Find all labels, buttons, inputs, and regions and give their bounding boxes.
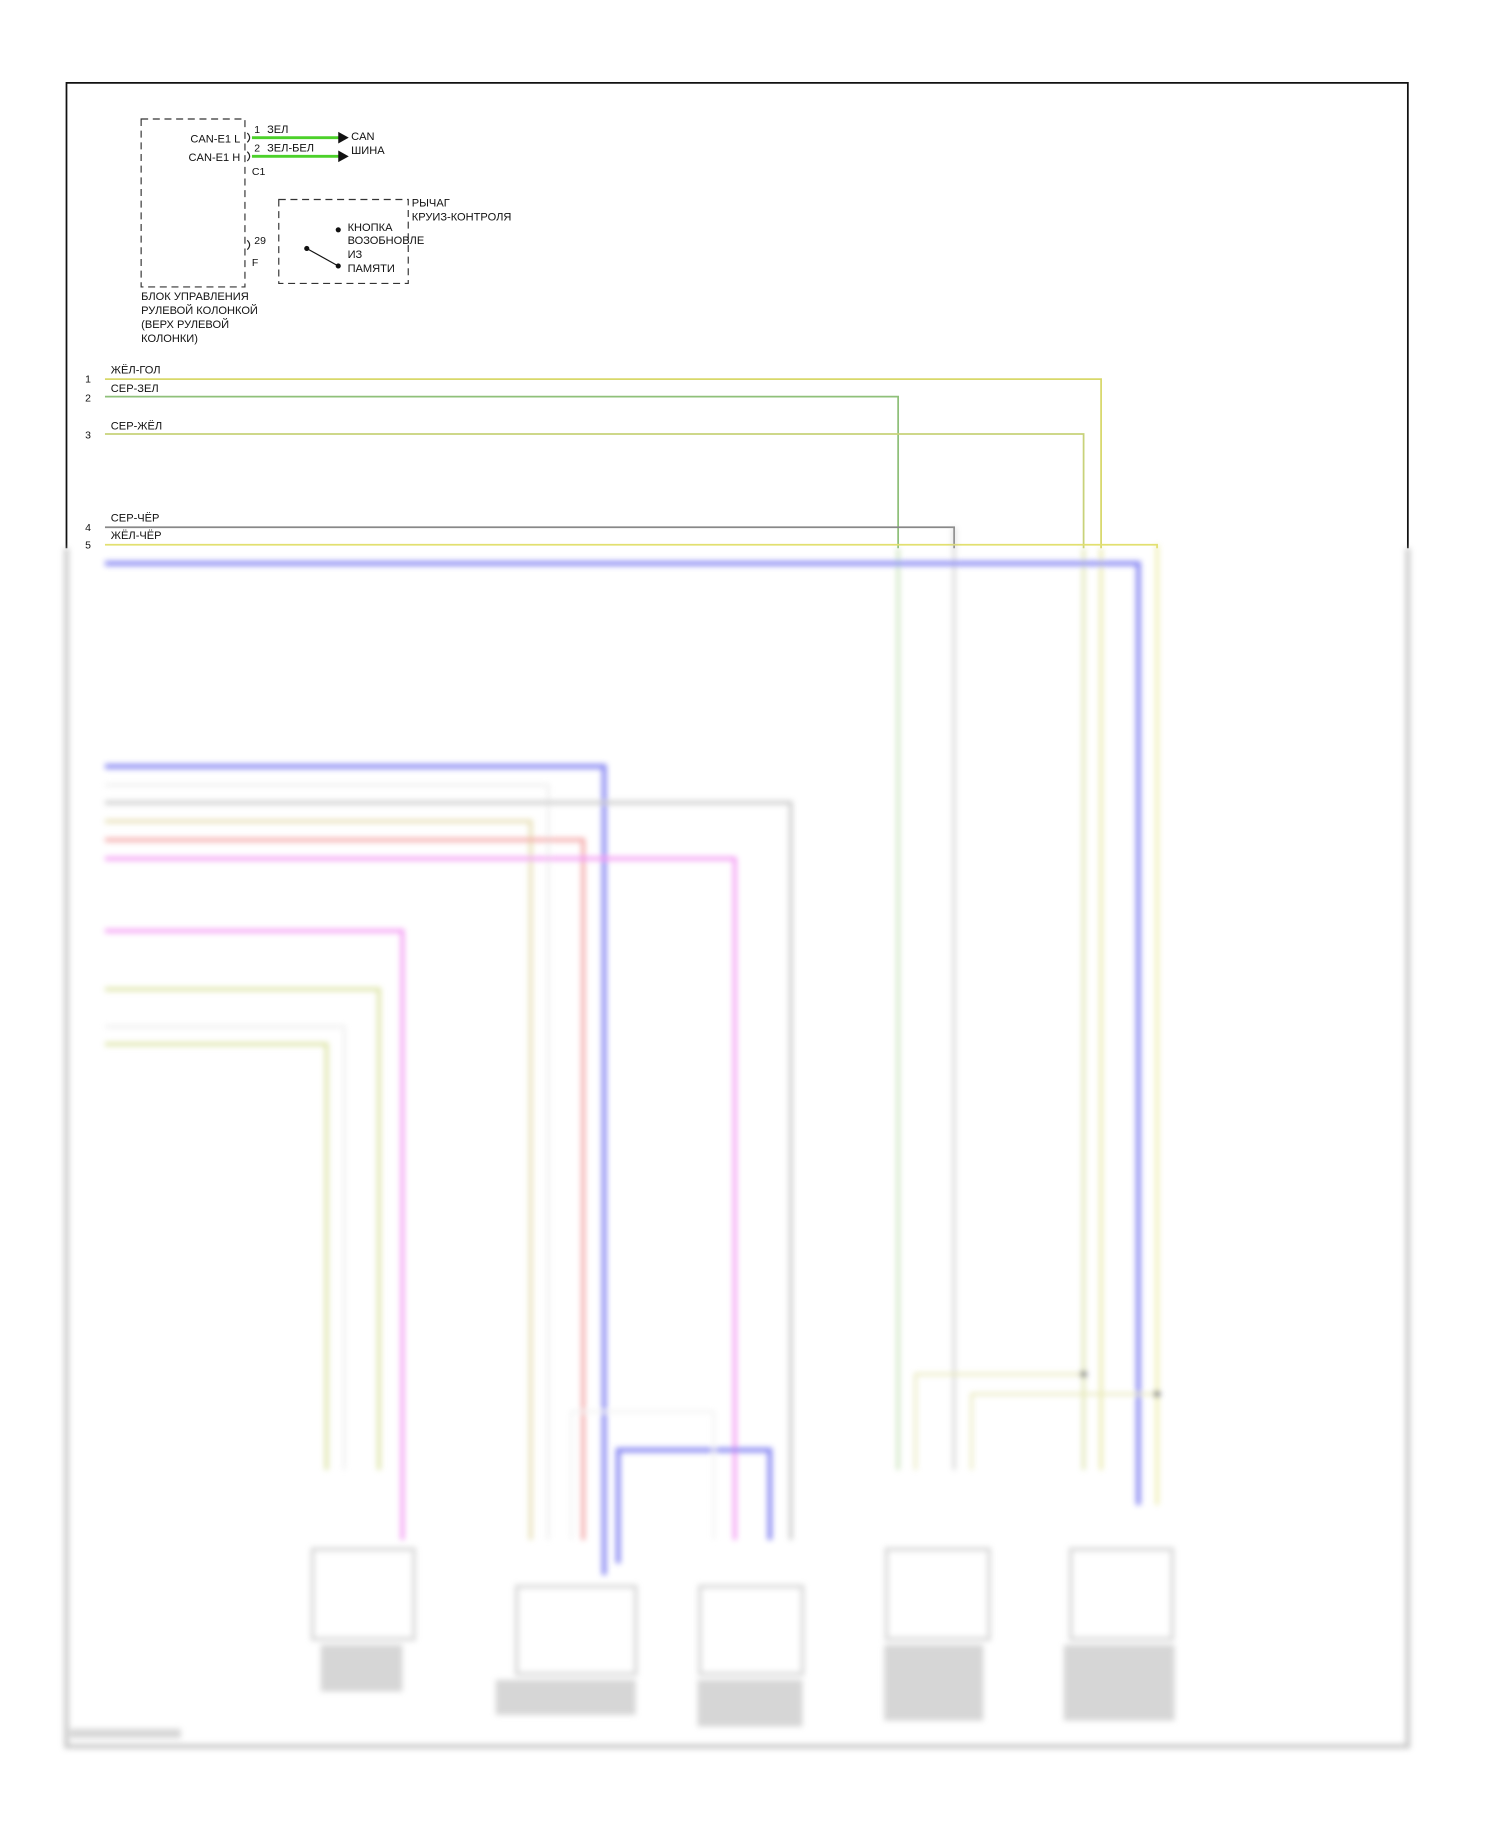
switch-label: ВОЗОБНОВЛЕ (348, 235, 425, 247)
arrow-icon (338, 150, 349, 163)
can-bus-label: ШИНА (351, 145, 385, 157)
wire-color-label: ЗЕЛ-БЕЛ (267, 143, 314, 155)
diagram-frame (65, 81, 1409, 549)
svg-text:ЖЁЛ-ГОЛ: ЖЁЛ-ГОЛ (111, 364, 161, 376)
wire-color-label: ЗЕЛ (267, 124, 288, 136)
wire-3: 3 СЕР-ЖЁЛ (85, 420, 1085, 549)
wire-4: 4 СЕР-ЧЁР (85, 512, 955, 549)
svg-text:1: 1 (85, 375, 91, 386)
svg-text:СЕР-ЗЕЛ: СЕР-ЗЕЛ (111, 383, 159, 395)
wire-5: 5 ЖЁЛ-ЧЁР (85, 530, 1158, 551)
lever-title: КРУИЗ-КОНТРОЛЯ (412, 211, 512, 223)
cruise-control-lever: РЫЧАГ КРУИЗ-КОНТРОЛЯ КНОПКА ВОЗОБНОВЛЕ И… (278, 197, 512, 285)
switch-label: КНОПКА (348, 222, 393, 234)
module-name: КОЛОНКИ) (141, 333, 198, 345)
wire-1: 1 ЖЁЛ-ГОЛ (85, 364, 1102, 549)
obscured-diagram-section (64, 527, 1411, 1749)
steering-column-module: CAN-E1 L CAN-E1 H 1 ЗЕЛ 2 ЗЕЛ-БЕЛ C1 29 … (140, 118, 314, 345)
arrow-icon (338, 131, 349, 144)
svg-text:ЖЁЛ-ЧЁР: ЖЁЛ-ЧЁР (111, 530, 162, 542)
connector-label: F (252, 258, 258, 269)
module-name: БЛОК УПРАВЛЕНИЯ (141, 291, 249, 303)
switch-contact-icon (306, 247, 339, 267)
pin-signal-can-l: CAN-E1 L (190, 133, 240, 145)
svg-text:4: 4 (85, 523, 91, 534)
lever-title: РЫЧАГ (412, 197, 450, 209)
can-bus-label: CAN (351, 131, 374, 143)
svg-text:СЕР-ЧЁР: СЕР-ЧЁР (111, 512, 160, 524)
switch-label: ПАМЯТИ (348, 263, 395, 275)
switch-label: ИЗ (348, 249, 363, 261)
pin-number: 29 (254, 236, 266, 247)
module-name: РУЛЕВОЙ КОЛОНКОЙ (141, 304, 258, 317)
svg-text:СЕР-ЖЁЛ: СЕР-ЖЁЛ (111, 420, 162, 432)
svg-text:2: 2 (85, 393, 91, 404)
pin-number: 2 (254, 144, 260, 155)
pin-signal-can-h: CAN-E1 H (189, 152, 241, 164)
module-name: (ВЕРХ РУЛЕВОЙ (141, 318, 229, 331)
connector-label: C1 (252, 167, 266, 178)
wire-2: 2 СЕР-ЗЕЛ (85, 383, 900, 549)
pin-number: 1 (254, 125, 260, 136)
svg-text:3: 3 (85, 431, 91, 442)
svg-text:5: 5 (85, 540, 91, 551)
